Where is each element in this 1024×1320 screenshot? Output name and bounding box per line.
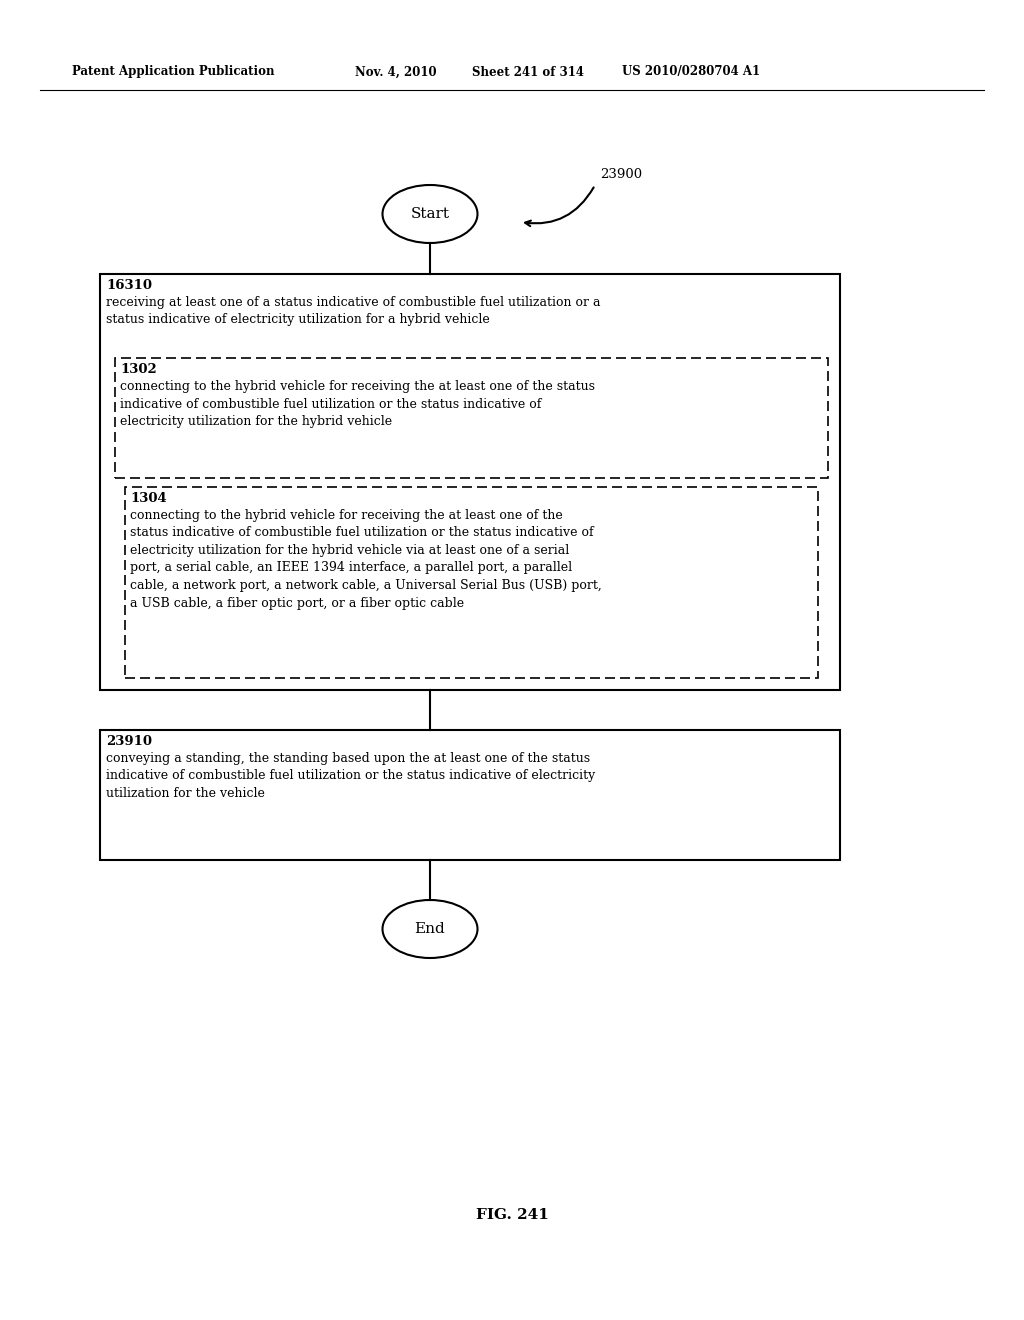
Text: US 2010/0280704 A1: US 2010/0280704 A1 (622, 66, 760, 78)
Bar (100, 730, 840, 861)
Text: Sheet 241 of 314: Sheet 241 of 314 (472, 66, 584, 78)
Text: 1302: 1302 (120, 363, 157, 376)
Text: Nov. 4, 2010: Nov. 4, 2010 (355, 66, 436, 78)
Text: 1304: 1304 (130, 492, 167, 506)
Bar (115, 358, 828, 478)
Text: Start: Start (411, 207, 450, 220)
Text: 23910: 23910 (106, 735, 152, 748)
Text: conveying a standing, the standing based upon the at least one of the status
ind: conveying a standing, the standing based… (106, 752, 595, 800)
Text: Patent Application Publication: Patent Application Publication (72, 66, 274, 78)
Text: 16310: 16310 (106, 279, 152, 292)
Bar (100, 275, 840, 690)
Text: receiving at least one of a status indicative of combustible fuel utilization or: receiving at least one of a status indic… (106, 296, 600, 326)
Text: connecting to the hybrid vehicle for receiving the at least one of the
status in: connecting to the hybrid vehicle for rec… (130, 510, 602, 610)
Text: 23900: 23900 (600, 169, 642, 181)
Text: End: End (415, 921, 445, 936)
Text: connecting to the hybrid vehicle for receiving the at least one of the status
in: connecting to the hybrid vehicle for rec… (120, 380, 595, 428)
Bar (125, 487, 818, 678)
Text: FIG. 241: FIG. 241 (475, 1208, 549, 1222)
